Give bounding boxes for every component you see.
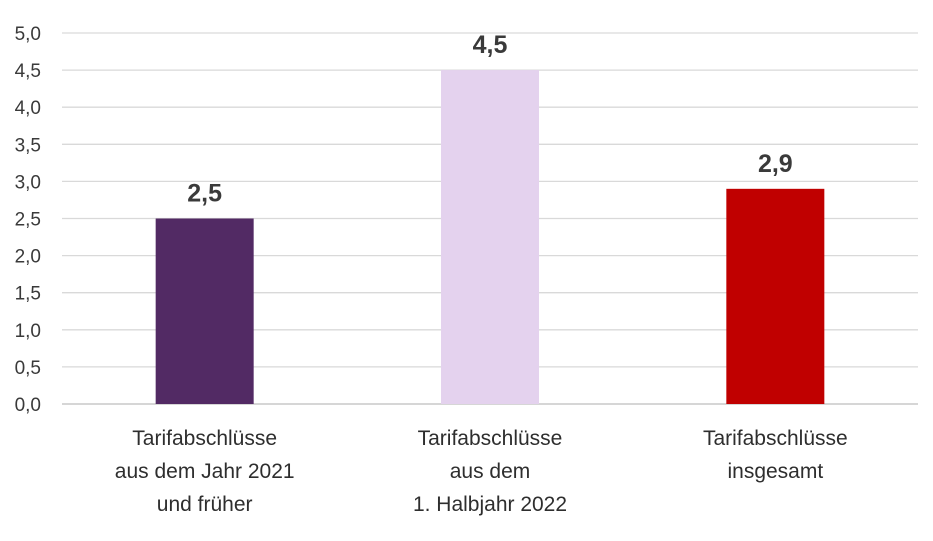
y-tick-label: 2,5 — [15, 210, 41, 231]
y-tick-label: 5,0 — [15, 24, 41, 45]
data-label: 4,5 — [473, 31, 508, 59]
bars — [155, 70, 825, 404]
category-label-line: Tarifabschlüsse — [418, 427, 563, 450]
y-tick-label: 1,5 — [15, 284, 41, 305]
category-label-line: Tarifabschlüsse — [132, 427, 277, 450]
bar — [155, 218, 254, 404]
y-tick-label: 4,0 — [15, 98, 41, 119]
category-label-line: aus dem Jahr 2021 — [115, 460, 295, 483]
y-tick-label: 4,5 — [15, 61, 41, 82]
y-tick-label: 3,5 — [15, 135, 41, 156]
bar — [726, 188, 825, 404]
category-label-line: insgesamt — [727, 460, 823, 483]
data-labels: 2,5 4,5 2,9 — [187, 31, 792, 207]
category-label-line: Tarifabschlüsse — [703, 427, 848, 450]
data-label: 2,9 — [758, 150, 793, 178]
y-tick-label: 1,0 — [15, 321, 41, 342]
y-tick-label: 3,0 — [15, 172, 41, 193]
bar — [441, 70, 539, 404]
y-tick-label: 0,5 — [15, 358, 41, 379]
category-label-line: aus dem — [450, 460, 531, 483]
y-tick-label: 0,0 — [15, 395, 41, 416]
category-label-line: 1. Halbjahr 2022 — [413, 493, 567, 516]
y-axis-tick-labels: 0,0 0,5 1,0 1,5 2,0 2,5 3,0 3,5 4,0 4,5 5,0 — [15, 24, 41, 416]
x-axis-category-labels: Tarifabschlüsse aus dem Jahr 2021 und früh… — [115, 427, 848, 516]
data-label: 2,5 — [187, 180, 222, 208]
category-label-line: und früher — [157, 493, 253, 516]
y-tick-label: 2,0 — [15, 247, 41, 268]
